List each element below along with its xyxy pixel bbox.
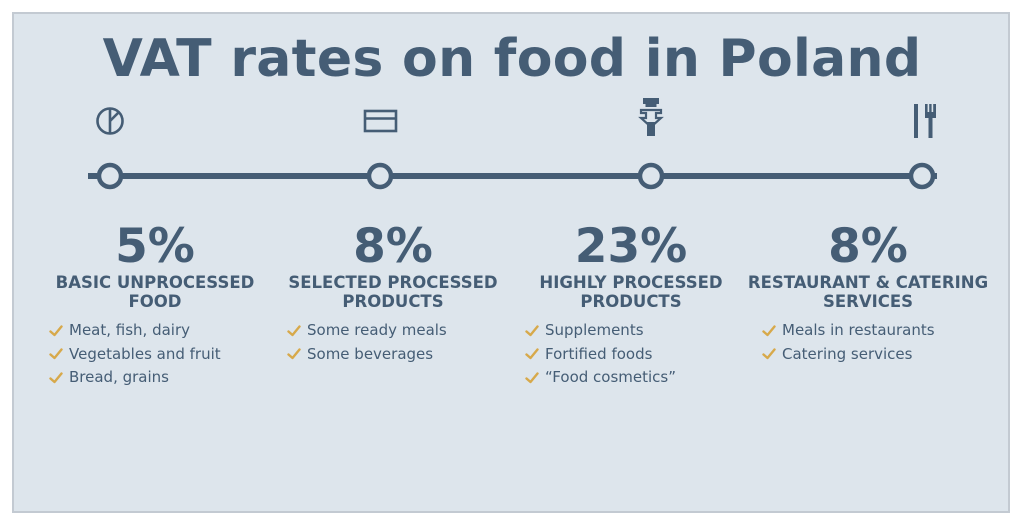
list-item-text: Catering services bbox=[782, 344, 913, 363]
check-icon bbox=[762, 325, 776, 336]
list-item: Some ready meals bbox=[287, 319, 447, 343]
list-item-text: Vegetables and fruit bbox=[69, 344, 221, 363]
category-heading-line: SELECTED PROCESSED bbox=[288, 273, 498, 292]
category-basic-unprocessed: 5% BASIC UNPROCESSED FOOD Meat, fish, da… bbox=[45, 219, 265, 386]
page-title: VAT rates on food in Poland bbox=[102, 29, 922, 89]
category-heading-line: PRODUCTS bbox=[342, 292, 444, 311]
category-selected-processed: 8% SELECTED PROCESSED PRODUCTS Some read… bbox=[283, 219, 503, 363]
category-highly-processed: 23% HIGHLY PROCESSED PRODUCTS Supplement… bbox=[521, 219, 741, 386]
item-list: Meals in restaurants Catering services bbox=[762, 319, 935, 366]
check-icon bbox=[49, 372, 63, 383]
list-item: Meals in restaurants bbox=[762, 319, 935, 343]
rate-value: 5% bbox=[115, 219, 195, 274]
rate-value: 8% bbox=[353, 219, 433, 274]
check-icon bbox=[49, 348, 63, 360]
category-heading-line: BASIC UNPROCESSED bbox=[55, 273, 255, 292]
list-item-text: Meals in restaurants bbox=[782, 321, 935, 339]
list-item-text: Bread, grains bbox=[69, 368, 169, 386]
item-list: Some ready meals Some beverages bbox=[287, 319, 447, 366]
check-icon bbox=[762, 348, 776, 360]
check-icon bbox=[287, 348, 301, 360]
item-list: Supplements Fortified foods “Food cosmet… bbox=[525, 319, 676, 390]
list-item: Supplements bbox=[525, 319, 676, 343]
category-heading-line: HIGHLY PROCESSED bbox=[539, 273, 723, 292]
list-item: Meat, fish, dairy bbox=[49, 319, 221, 343]
list-item: Fortified foods bbox=[525, 343, 676, 367]
list-item: Some beverages bbox=[287, 343, 447, 367]
infographic-frame bbox=[12, 12, 1010, 513]
check-icon bbox=[525, 348, 539, 360]
category-heading: RESTAURANT & CATERING SERVICES bbox=[738, 273, 998, 311]
list-item: Vegetables and fruit bbox=[49, 343, 221, 367]
check-icon bbox=[49, 325, 63, 336]
list-item-text: Some beverages bbox=[307, 344, 434, 363]
list-item: Bread, grains bbox=[49, 366, 221, 390]
check-icon bbox=[525, 325, 539, 336]
list-item: “Food cosmetics” bbox=[525, 366, 676, 390]
category-heading: HIGHLY PROCESSED PRODUCTS bbox=[521, 273, 741, 311]
rate-value: 23% bbox=[574, 219, 688, 274]
list-item-text: Fortified foods bbox=[545, 344, 653, 363]
check-icon bbox=[287, 325, 301, 336]
list-item-text: Supplements bbox=[545, 321, 644, 339]
category-heading-line: RESTAURANT & CATERING bbox=[747, 273, 989, 292]
category-heading-line: PRODUCTS bbox=[580, 292, 682, 311]
list-item-text: “Food cosmetics” bbox=[545, 368, 677, 386]
category-heading-line: SERVICES bbox=[822, 292, 914, 311]
category-heading: SELECTED PROCESSED PRODUCTS bbox=[283, 273, 503, 311]
category-heading: BASIC UNPROCESSED FOOD bbox=[45, 273, 265, 311]
category-heading-line: FOOD bbox=[128, 292, 182, 311]
list-item-text: Meat, fish, dairy bbox=[69, 321, 191, 339]
list-item-text: Some ready meals bbox=[307, 321, 447, 339]
rate-value: 8% bbox=[828, 219, 908, 274]
item-list: Meat, fish, dairy Vegetables and fruit B… bbox=[49, 319, 221, 390]
check-icon bbox=[525, 372, 539, 383]
category-restaurant-catering: 8% RESTAURANT & CATERING SERVICES Meals … bbox=[738, 219, 998, 363]
list-item: Catering services bbox=[762, 343, 935, 367]
